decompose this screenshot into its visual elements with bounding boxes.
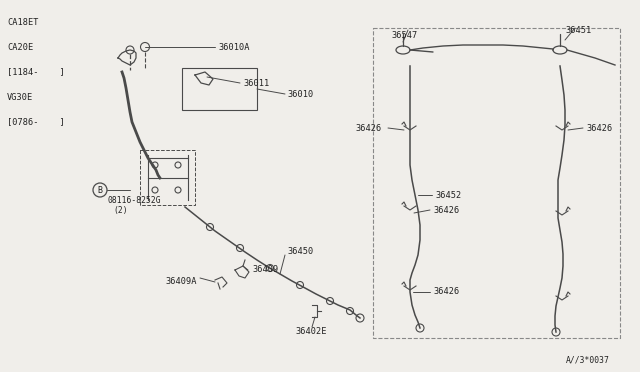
Text: 36011: 36011 [243,78,269,87]
Text: 36409A: 36409A [165,278,196,286]
Text: 36450: 36450 [287,247,313,257]
Bar [182,68,257,110]
Text: 36547: 36547 [391,31,417,39]
Text: (2): (2) [113,205,127,215]
Text: 36010A: 36010A [218,42,250,51]
Text: A//3*0037: A//3*0037 [566,356,610,365]
Text: [0786-    ]: [0786- ] [7,118,65,126]
Text: 36426: 36426 [586,124,612,132]
Text: CA18ET: CA18ET [7,17,38,26]
Text: [1184-    ]: [1184- ] [7,67,65,77]
Text: 36426: 36426 [433,288,460,296]
Text: 08116-8252G: 08116-8252G [107,196,161,205]
Text: 36451: 36451 [565,26,591,35]
Text: 36426: 36426 [355,124,381,132]
Text: 36409: 36409 [252,266,278,275]
Text: 36452: 36452 [435,190,461,199]
Text: 36426: 36426 [433,205,460,215]
Text: B: B [97,186,102,195]
Text: CA20E: CA20E [7,42,33,51]
Text: 36010: 36010 [287,90,313,99]
Text: VG30E: VG30E [7,93,33,102]
Text: 36402E: 36402E [295,327,326,337]
